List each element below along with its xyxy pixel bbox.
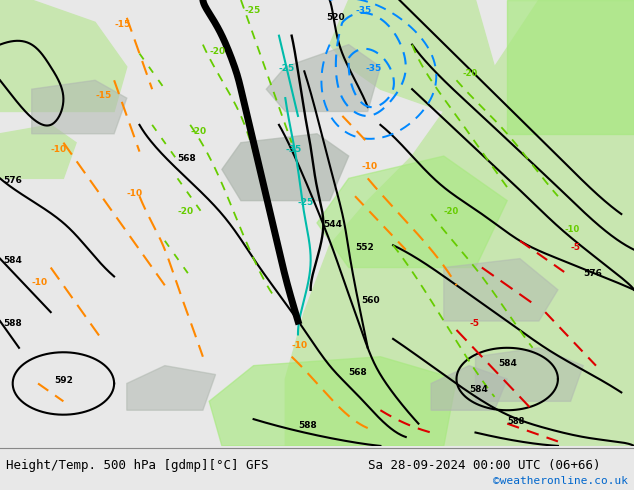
Text: ©weatheronline.co.uk: ©weatheronline.co.uk <box>493 476 628 487</box>
Text: -10: -10 <box>51 145 67 153</box>
Text: 588: 588 <box>3 318 22 327</box>
Text: 544: 544 <box>323 220 342 229</box>
Text: 588: 588 <box>507 416 524 426</box>
Text: -25: -25 <box>298 198 314 207</box>
Polygon shape <box>222 134 349 201</box>
Text: -15: -15 <box>95 91 112 100</box>
Text: 576: 576 <box>583 270 602 278</box>
Text: -20: -20 <box>463 69 478 78</box>
Text: 568: 568 <box>349 368 368 376</box>
Text: -20: -20 <box>190 127 206 136</box>
Text: 560: 560 <box>361 296 380 305</box>
Text: -35: -35 <box>285 145 302 153</box>
Text: -25: -25 <box>279 64 295 74</box>
Text: -20: -20 <box>444 207 459 216</box>
Text: 552: 552 <box>355 243 374 252</box>
Text: 592: 592 <box>54 376 73 386</box>
Text: -15: -15 <box>114 20 131 29</box>
Text: Height/Temp. 500 hPa [gdmp][°C] GFS: Height/Temp. 500 hPa [gdmp][°C] GFS <box>6 459 269 472</box>
Text: -25: -25 <box>244 6 261 15</box>
Text: 584: 584 <box>498 359 517 368</box>
Polygon shape <box>444 259 558 321</box>
Text: 520: 520 <box>327 13 346 23</box>
Text: -10: -10 <box>32 278 48 287</box>
Polygon shape <box>0 0 127 112</box>
Text: -10: -10 <box>361 163 377 172</box>
Text: -10: -10 <box>564 225 579 234</box>
Polygon shape <box>431 366 507 410</box>
Polygon shape <box>285 0 634 446</box>
Text: 576: 576 <box>3 176 22 185</box>
Polygon shape <box>0 125 76 178</box>
Text: -10: -10 <box>127 189 143 198</box>
Polygon shape <box>476 348 583 401</box>
Text: Sa 28-09-2024 00:00 UTC (06+66): Sa 28-09-2024 00:00 UTC (06+66) <box>368 459 600 472</box>
Text: -35: -35 <box>355 6 372 15</box>
Text: -20: -20 <box>178 207 193 216</box>
Text: 584: 584 <box>3 256 22 265</box>
Polygon shape <box>317 156 507 268</box>
Text: -5: -5 <box>469 318 479 327</box>
Text: -10: -10 <box>292 341 307 350</box>
Text: -35: -35 <box>366 64 382 74</box>
Text: 568: 568 <box>178 153 197 163</box>
Polygon shape <box>507 0 634 134</box>
Text: 584: 584 <box>469 386 488 394</box>
Text: -20: -20 <box>209 47 225 55</box>
Polygon shape <box>266 45 380 112</box>
Text: -5: -5 <box>571 243 581 252</box>
Polygon shape <box>209 357 456 446</box>
Polygon shape <box>32 80 127 134</box>
Text: 588: 588 <box>298 421 317 430</box>
Polygon shape <box>127 366 216 410</box>
Polygon shape <box>330 0 495 112</box>
